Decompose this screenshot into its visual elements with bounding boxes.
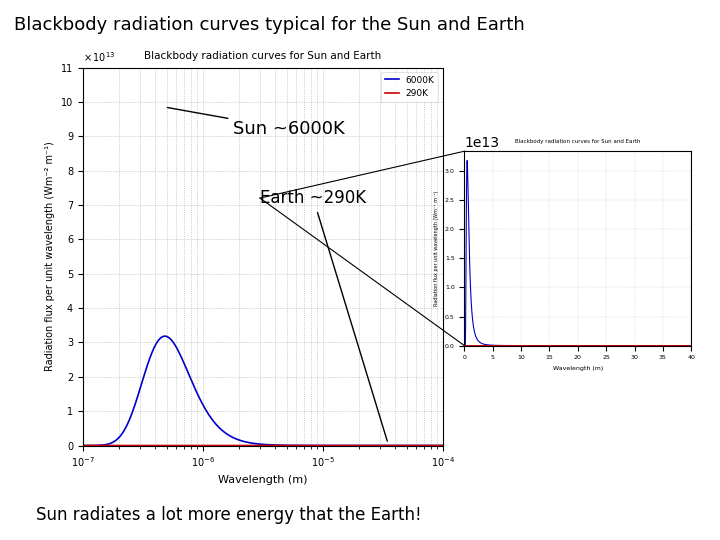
290K — [438, 442, 447, 449]
290K — [141, 442, 150, 449]
Y-axis label: Radiation flux per unit wavelength (Wm⁻² m⁻¹): Radiation flux per unit wavelength (Wm⁻²… — [45, 141, 55, 372]
290K — [431, 442, 440, 449]
6000K — [161, 333, 169, 339]
Title: Blackbody radiation curves for Sun and Earth: Blackbody radiation curves for Sun and E… — [144, 51, 382, 61]
6000K — [233, 436, 241, 442]
290K — [78, 442, 87, 449]
290K — [120, 442, 128, 449]
Text: $\times\,10^{13}$: $\times\,10^{13}$ — [83, 50, 115, 64]
Text: Sun ~6000K: Sun ~6000K — [167, 107, 345, 138]
6000K — [392, 442, 401, 449]
6000K — [438, 442, 447, 449]
6000K — [78, 442, 87, 449]
6000K — [120, 428, 128, 434]
6000K — [141, 369, 150, 375]
X-axis label: Wavelength (m): Wavelength (m) — [553, 366, 603, 371]
290K — [392, 442, 401, 449]
6000K — [217, 426, 225, 433]
X-axis label: Wavelength (m): Wavelength (m) — [218, 475, 307, 484]
290K — [318, 442, 327, 449]
Line: 6000K: 6000K — [83, 336, 443, 446]
290K — [232, 442, 240, 449]
Title: Blackbody radiation curves for Sun and Earth: Blackbody radiation curves for Sun and E… — [515, 139, 641, 144]
Text: Blackbody radiation curves typical for the Sun and Earth: Blackbody radiation curves typical for t… — [14, 16, 525, 34]
Text: Sun radiates a lot more energy that the Earth!: Sun radiates a lot more energy that the … — [36, 506, 422, 524]
Text: Earth ~290K: Earth ~290K — [260, 189, 387, 441]
Y-axis label: Radiation flux per unit wavelength (Wm⁻² m⁻¹): Radiation flux per unit wavelength (Wm⁻²… — [434, 191, 439, 306]
Legend: 6000K, 290K: 6000K, 290K — [382, 72, 438, 102]
6000K — [431, 442, 440, 449]
290K — [217, 442, 225, 449]
